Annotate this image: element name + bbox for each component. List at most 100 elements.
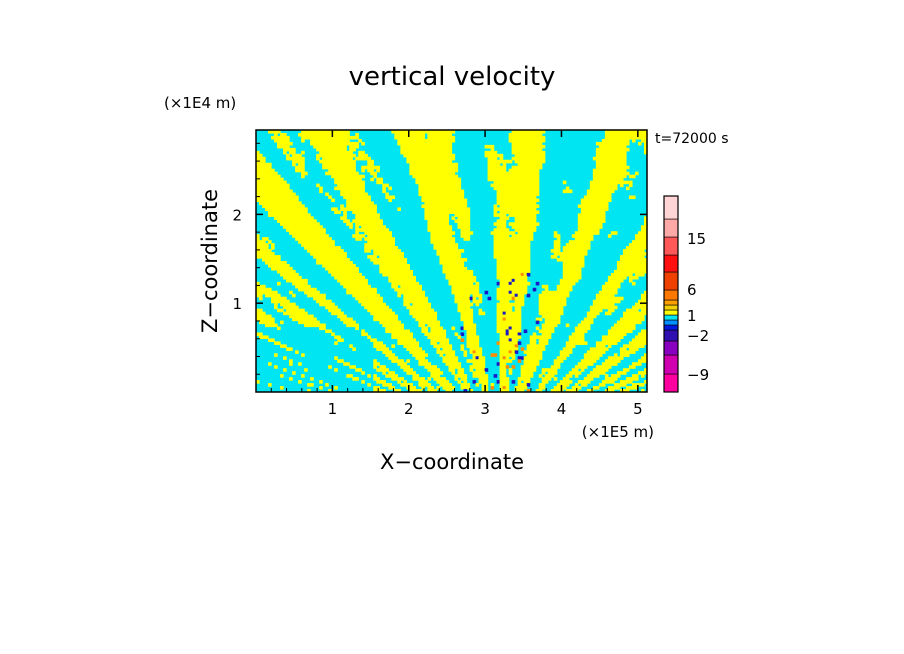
field-cell	[487, 150, 492, 155]
field-cell	[523, 150, 528, 155]
field-cell	[478, 362, 483, 366]
field-cell	[514, 171, 519, 176]
field-cell	[523, 168, 528, 173]
field-cell	[277, 263, 281, 268]
field-cell	[619, 332, 624, 337]
field-cell	[283, 356, 287, 360]
field-cell	[367, 210, 371, 214]
field-cell	[502, 213, 507, 217]
field-cell	[439, 130, 444, 134]
field-cell	[499, 195, 504, 200]
field-cell	[514, 302, 519, 307]
field-cell	[271, 320, 275, 325]
field-cell	[607, 302, 612, 307]
field-cell	[385, 252, 389, 256]
field-cell	[466, 305, 471, 310]
field-cell	[412, 144, 417, 149]
field-cell	[379, 249, 383, 253]
field-cell	[289, 308, 293, 313]
field-cell	[589, 347, 594, 351]
field-cell	[313, 135, 317, 140]
field-cell	[619, 258, 624, 262]
field-cell	[400, 323, 404, 328]
field-cell	[505, 290, 510, 295]
field-cell	[526, 231, 531, 235]
field-cell	[439, 183, 444, 188]
field-cell	[553, 317, 558, 322]
field-cell	[337, 246, 341, 250]
field-cell	[598, 186, 603, 191]
field-cell	[631, 326, 636, 331]
field-cell	[538, 293, 543, 298]
field-cell	[526, 225, 531, 229]
field-cell	[604, 374, 609, 378]
field-cell	[433, 153, 438, 158]
field-cell	[625, 269, 630, 274]
field-cell	[574, 234, 579, 238]
field-cell	[514, 290, 519, 295]
field-cell	[586, 240, 591, 244]
field-cell	[259, 320, 263, 325]
field-cell	[517, 201, 522, 206]
field-cell	[520, 293, 525, 298]
field-cell	[634, 308, 639, 313]
field-cell	[640, 335, 645, 340]
field-cell	[604, 195, 609, 200]
field-cell	[571, 278, 576, 283]
field-cell	[544, 284, 549, 289]
field-cell	[355, 183, 359, 188]
field-cell	[448, 252, 453, 256]
field-cell	[451, 192, 456, 197]
field-cell	[445, 153, 450, 158]
field-cell	[610, 362, 615, 366]
field-cell	[514, 213, 519, 217]
field-cell	[517, 147, 522, 152]
field-cell	[277, 293, 281, 298]
field-cell	[508, 359, 513, 363]
field-cell	[376, 261, 380, 265]
field-cell	[364, 207, 368, 211]
field-cell	[277, 216, 281, 220]
field-cell	[559, 284, 564, 289]
field-cell	[301, 213, 305, 217]
field-cell	[523, 180, 528, 185]
field-cell	[325, 144, 329, 149]
field-cell	[433, 314, 438, 319]
field-cell	[577, 249, 582, 253]
field-cell	[451, 180, 456, 185]
field-cell	[391, 263, 395, 268]
field-cell	[361, 329, 365, 334]
field-cell	[580, 222, 585, 226]
field-cell	[472, 350, 477, 354]
field-cell	[631, 338, 636, 342]
field-cell	[469, 350, 474, 354]
field-cell	[277, 135, 281, 140]
field-cell	[598, 168, 603, 173]
field-cell	[526, 183, 531, 188]
field-cell	[355, 231, 359, 235]
field-cell	[277, 174, 281, 179]
field-cell	[346, 132, 350, 137]
field-cell	[433, 228, 438, 232]
field-cell	[526, 258, 531, 262]
field-cell	[448, 153, 453, 158]
field-cell	[457, 261, 462, 265]
field-cell	[367, 305, 371, 310]
field-cell	[616, 281, 621, 286]
field-cell	[631, 252, 636, 256]
field-cell	[463, 207, 468, 211]
field-cell	[388, 252, 392, 256]
field-cell	[325, 299, 329, 304]
field-cell	[601, 365, 606, 369]
field-cell	[385, 374, 389, 378]
field-cell	[604, 177, 609, 182]
field-cell	[442, 174, 447, 179]
field-cell	[283, 135, 287, 140]
field-cell	[415, 141, 420, 146]
field-cell	[631, 240, 636, 244]
field-cell	[535, 347, 540, 351]
field-cell	[586, 201, 591, 206]
field-cell	[472, 323, 477, 328]
field-cell	[523, 234, 528, 238]
field-cell	[502, 308, 507, 313]
